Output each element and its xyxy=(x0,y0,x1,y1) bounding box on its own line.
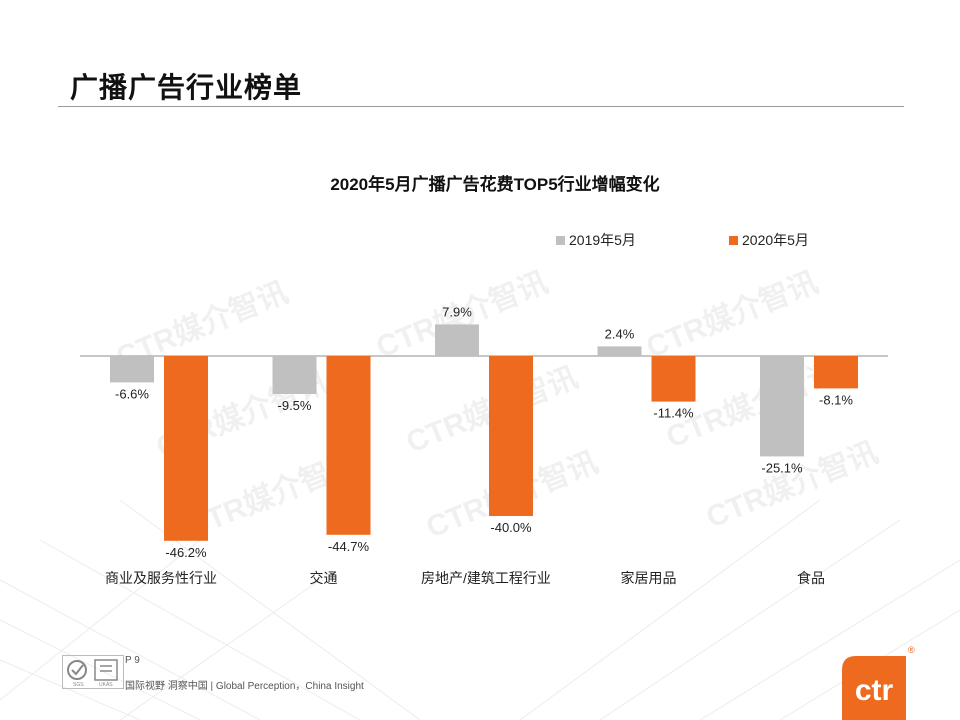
data-label: -9.5% xyxy=(278,398,312,413)
bar-2019 xyxy=(110,356,154,383)
data-label: 7.9% xyxy=(442,304,472,319)
category-label: 房地产/建筑工程行业 xyxy=(421,570,551,586)
legend-item-2019: 2019年5月 xyxy=(556,230,636,250)
bar-2020 xyxy=(814,356,858,389)
category-label: 交通 xyxy=(310,570,338,586)
page-number: P 9 xyxy=(125,655,140,666)
footer-slogan: 国际视野 洞察中国 | Global Perception，China Insi… xyxy=(125,681,364,692)
bar-2019 xyxy=(760,356,804,457)
bar-2019 xyxy=(272,356,317,394)
legend-item-2020: 2020年5月 xyxy=(729,230,809,250)
legend-label-2019: 2019年5月 xyxy=(569,232,636,248)
title-divider xyxy=(58,106,904,107)
data-label: -6.6% xyxy=(115,386,149,401)
legend-swatch-2019 xyxy=(556,235,565,245)
bar-2020 xyxy=(164,356,208,541)
registered-mark: ® xyxy=(908,645,915,655)
logo-text: ctr xyxy=(855,674,894,707)
data-label: -46.2% xyxy=(165,545,207,560)
data-label: -40.0% xyxy=(490,520,532,535)
data-label: -11.4% xyxy=(653,406,694,421)
category-label: 家居用品 xyxy=(621,570,677,586)
svg-text:UKAS: UKAS xyxy=(99,682,113,688)
data-label: 2.4% xyxy=(605,326,635,341)
data-label: -25.1% xyxy=(761,460,803,475)
bar-2020 xyxy=(651,356,696,402)
svg-text:SGS: SGS xyxy=(73,682,84,688)
data-label: -8.1% xyxy=(819,392,853,407)
category-label: 商业及服务性行业 xyxy=(105,570,217,586)
bar-2020 xyxy=(489,356,533,516)
page-title: 广播广告行业榜单 xyxy=(70,72,303,103)
legend-label-2020: 2020年5月 xyxy=(742,232,809,248)
legend-swatch-2020 xyxy=(729,235,738,245)
bar-2019 xyxy=(597,346,642,356)
bar-2020 xyxy=(326,356,371,535)
bar-2019 xyxy=(435,324,479,356)
certification-badge: SGS UKAS xyxy=(62,655,124,689)
ctr-logo: ctr xyxy=(842,656,906,720)
data-label: -44.7% xyxy=(328,539,370,554)
category-label: 食品 xyxy=(797,570,825,586)
chart-title: 2020年5月广播广告花费TOP5行业增幅变化 xyxy=(330,175,660,194)
